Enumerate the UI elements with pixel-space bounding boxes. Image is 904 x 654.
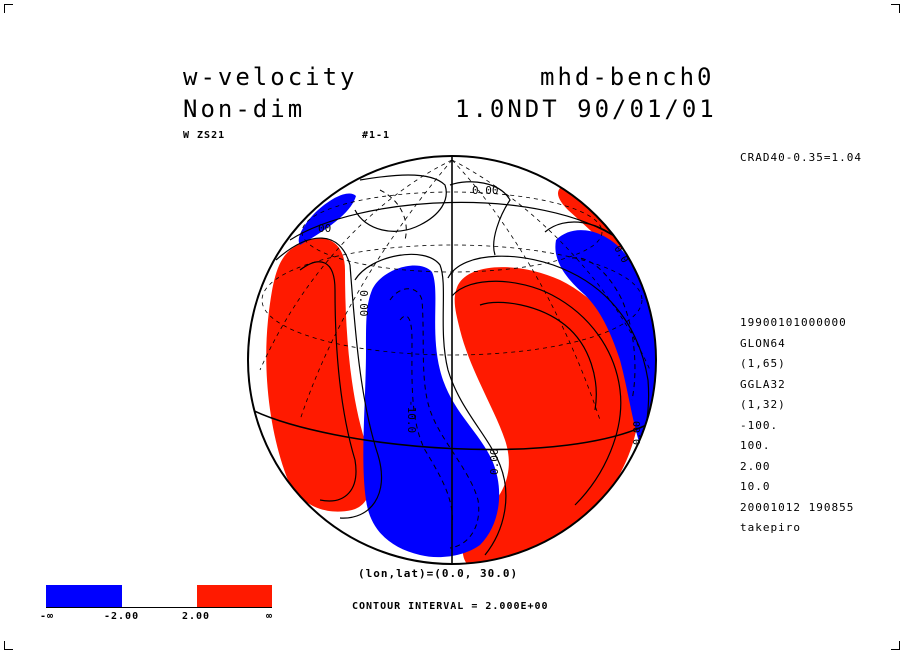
experiment-title: mhd-bench0 [540,63,715,91]
corner-mark-bottom-left [4,641,13,650]
time-title: 1.0NDT 90/01/01 [455,95,717,123]
units-title: Non-dim [183,95,306,123]
side-info-item: (1,32) [740,398,786,411]
equator-line [248,407,656,451]
negative-region-right [555,230,656,445]
colorbar-neutral [122,585,197,607]
latitude-60-line [289,201,621,241]
side-info-item: 100. [740,439,771,452]
contour-label-right-mid: 0.00 [488,449,501,476]
variable-title: w-velocity [183,63,358,91]
contour-label-right-low: 0.00 [632,421,643,445]
corner-mark-bottom-right [891,641,900,650]
positive-region-left [266,238,372,512]
side-info-item: GLON64 [740,336,786,350]
side-info-item: 19900101000000 [740,316,847,329]
colorbar-negative [46,585,122,607]
contour-interval-label: CONTOUR INTERVAL = 2.000E+00 [352,601,549,612]
colorbar-axis [46,607,272,608]
side-info-item: 10.0 [740,480,771,493]
colorbar-label-neg-inf: -∞ [40,611,55,622]
side-info-list: 19900101000000 GLON64 (1,65) GGLA32 (1,32) -1… [740,316,854,542]
colorbar-label-pos2: 2.00 [182,611,211,622]
positive-region-top-right [557,188,630,252]
side-info-item: -100. [740,418,779,432]
side-top-label: CRAD40-0.35=1.04 [740,151,862,164]
negative-region-top-left [298,193,356,245]
contour-label-left-mid: 0.00 [357,290,370,317]
globe-outline [247,155,657,565]
corner-mark-top-left [4,4,13,13]
subtitle-left: W ZS21 [183,130,226,141]
contour-label-center: -10.0 [405,400,418,433]
colorbar-label-neg2: -2.00 [104,611,140,622]
contour-label-left-upper: 00 [318,222,331,235]
subtitle-right: #1-1 [362,130,391,141]
side-info-item: 2.00 [740,459,771,473]
side-info-item: (1,65) [740,357,786,370]
negative-region-center [363,265,500,558]
projection-label: (lon,lat)=(0.0, 30.0) [358,567,519,580]
corner-mark-top-right [891,4,900,13]
positive-region-center [454,267,640,564]
side-info-item: takepiro [740,521,801,534]
contour-label-top: 0.00 [472,184,499,197]
colorbar [46,585,272,608]
colorbar-positive [197,585,272,607]
side-info-item: 20001012 190855 [740,500,855,514]
colorbar-label-pos-inf: ∞ [266,611,274,622]
side-info-item: GGLA32 [740,377,786,391]
